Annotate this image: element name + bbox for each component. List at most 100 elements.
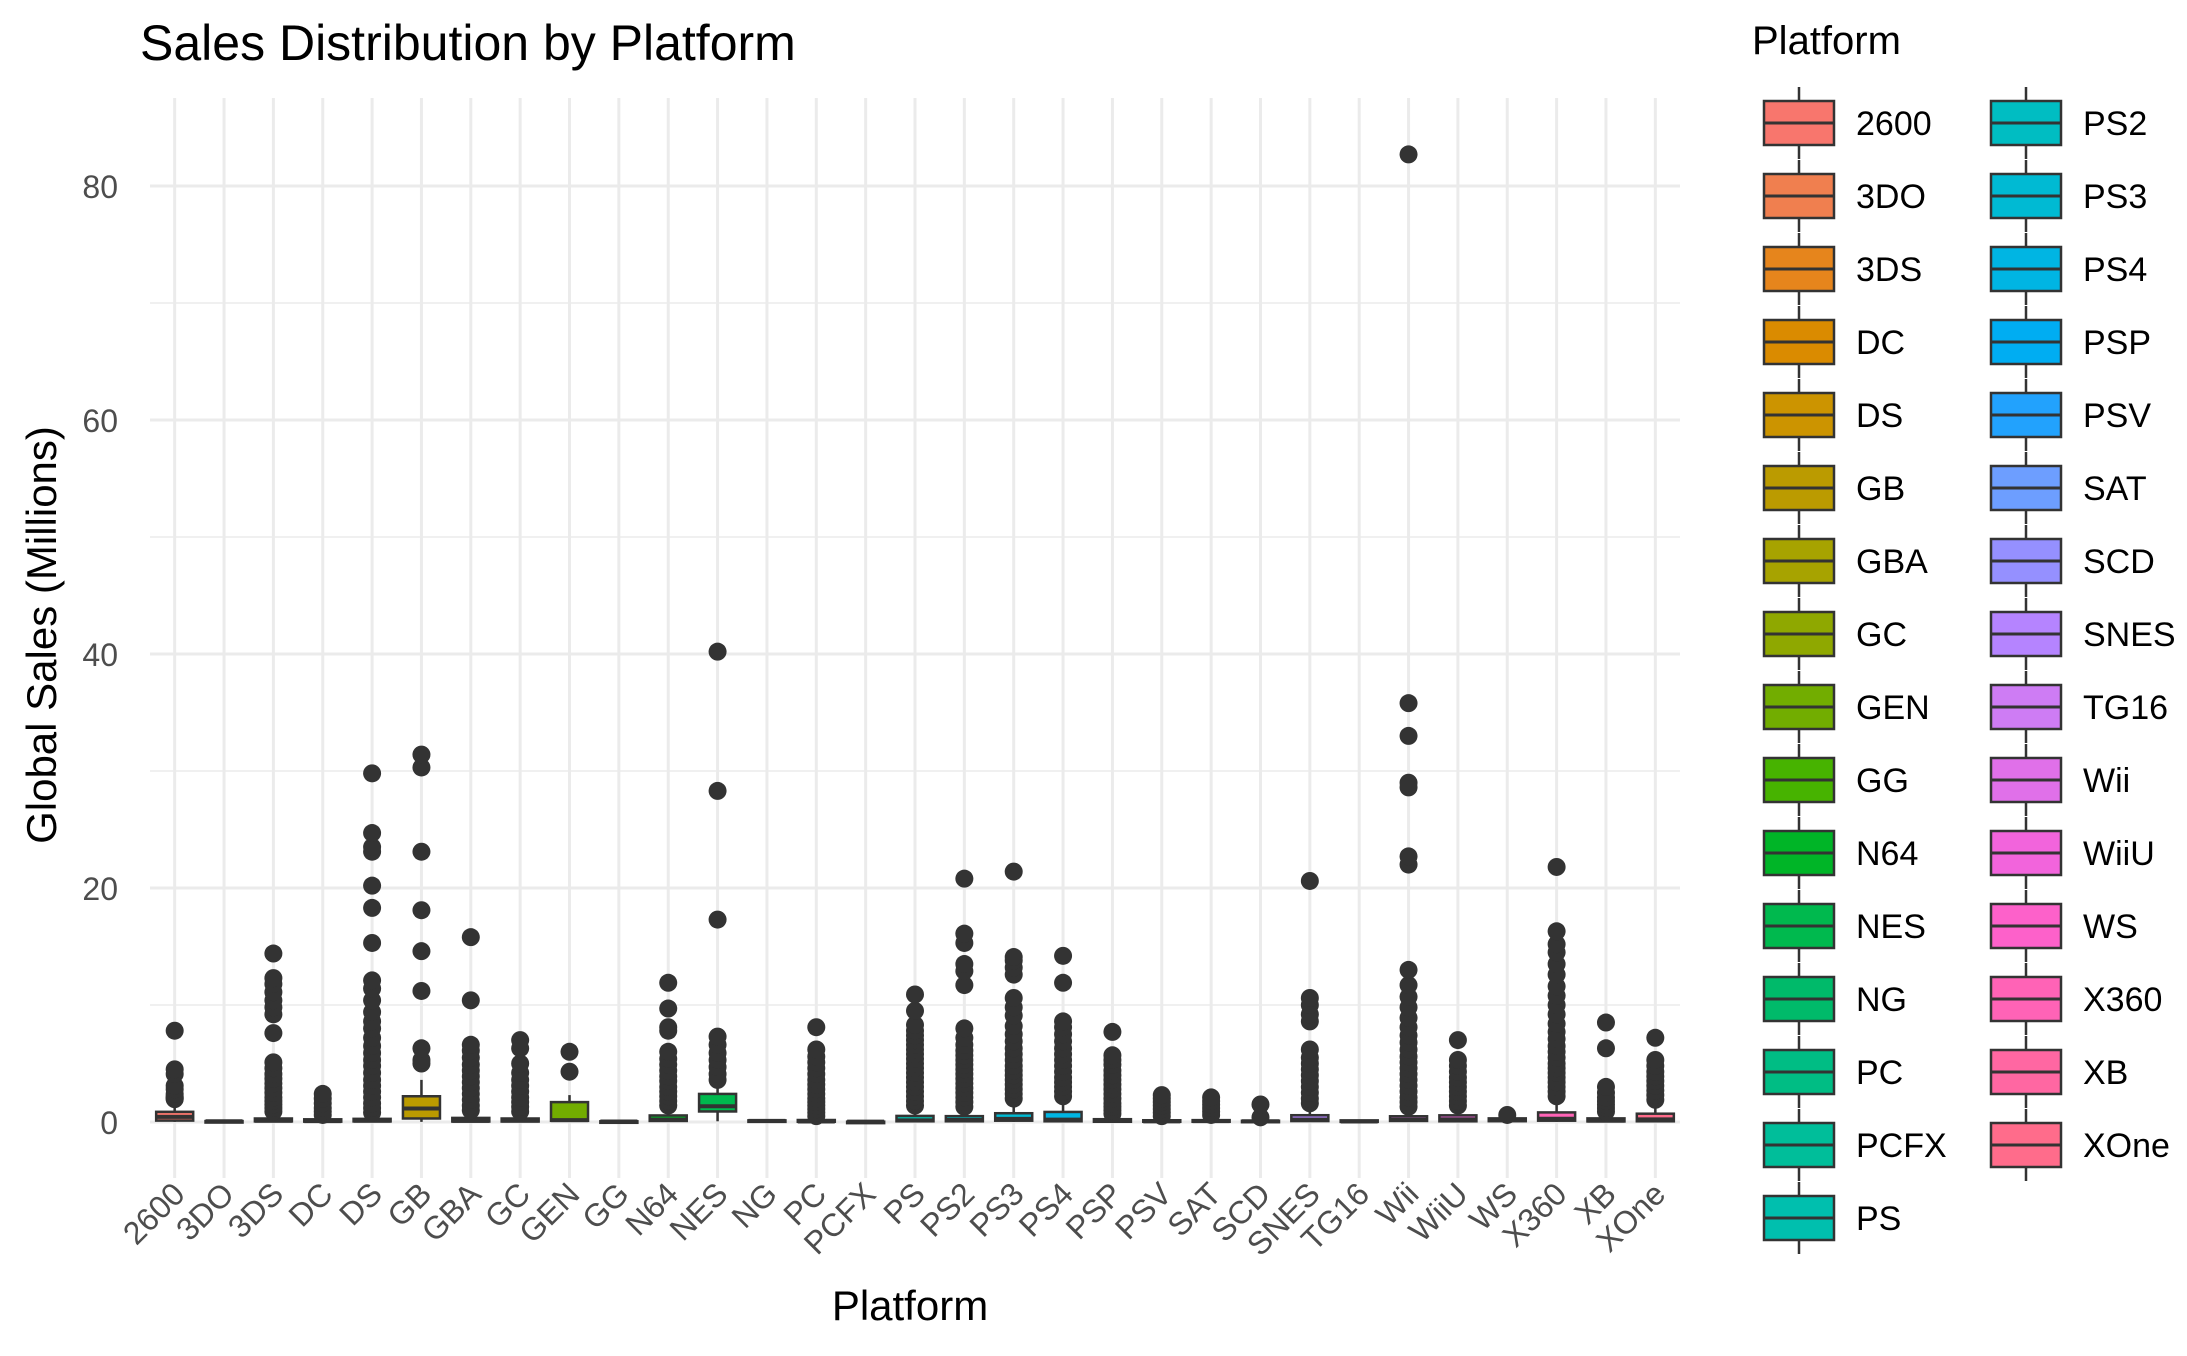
outlier-point [1152,1086,1171,1105]
outlier-point [906,1015,924,1034]
box-PCFX [845,1119,886,1125]
outlier-point [1596,1039,1615,1058]
legend-label: PC [1856,1054,1903,1092]
legend-label: PS3 [2083,178,2147,216]
y-tick-label: 60 [82,403,118,439]
box-PC [796,1018,837,1126]
box-PSV [1142,1086,1182,1126]
outlier-point [659,1018,678,1037]
box-PS2 [944,869,985,1123]
outlier-point [1054,946,1073,965]
legend-item-N64: N64 [1762,817,1918,889]
box-Wii [1388,145,1429,1123]
legend-item-PS4: PS4 [1989,233,2147,305]
legend-label: XOne [2083,1127,2170,1165]
box-GC [500,1031,540,1123]
legend-item-GEN: GEN [1762,671,1930,743]
outlier-point [412,1039,431,1058]
legend-label: PSV [2083,397,2151,435]
chart-title: Sales Distribution by Platform [140,15,796,71]
box-SAT [1191,1088,1231,1124]
box-X360 [1536,857,1577,1122]
box-SCD [1240,1095,1281,1127]
outlier-point [1251,1108,1270,1127]
legend-label: N64 [1856,835,1918,873]
outlier-point [1646,1050,1665,1069]
legend-item-GB: GB [1762,452,1905,524]
outlier-point [412,758,431,777]
legend-item-SNES: SNES [1989,598,2176,670]
legend-item-TG16: TG16 [1989,671,2168,743]
outlier-point [1004,948,1023,967]
legend-item-GBA: GBA [1762,525,1928,597]
box-WiiU [1438,1031,1478,1123]
box-TG16 [1339,1119,1379,1124]
outlier-point [1399,773,1418,792]
outlier-point [511,1031,530,1050]
legend-label: XB [2083,1054,2128,1092]
box-body [697,1092,738,1113]
y-tick-label: 20 [82,871,118,907]
outlier-point [412,901,431,920]
legend-item-3DS: 3DS [1762,233,1922,305]
box-DS [352,764,392,1123]
outlier-point [560,1062,579,1081]
legend-item-GC: GC [1762,598,1907,670]
outlier-point [1399,960,1418,979]
box-2600 [154,1021,195,1122]
outlier-point [1547,922,1566,941]
y-tick-label: 0 [100,1105,118,1141]
box-DC [302,1084,343,1124]
legend-label: PS2 [2083,105,2147,143]
outlier-point [412,981,431,1000]
legend-item-NES: NES [1762,890,1926,962]
y-tick-label: 40 [82,637,118,673]
outlier-point [363,898,382,917]
y-axis-title: Global Sales (Millions) [18,426,65,844]
legend-item-3DO: 3DO [1762,160,1926,232]
legend-item-XB: XB [1989,1036,2128,1108]
box-XOne [1635,1028,1676,1123]
outlier-point [1399,976,1418,995]
box-body [549,1100,590,1123]
outlier-point [708,781,727,800]
outlier-point [313,1084,332,1103]
box-GEN [549,1042,590,1123]
outlier-point [363,876,382,895]
legend-item-GG: GG [1762,744,1909,816]
outlier-point [1448,1031,1467,1050]
box-XB [1586,1013,1626,1123]
box-PSP [1092,1022,1133,1124]
outlier-point [1596,1077,1615,1096]
box-WS [1487,1105,1528,1124]
outlier-point [1596,1013,1615,1032]
outlier-point [1646,1028,1665,1047]
box-PS [895,985,935,1123]
outlier-point [412,842,431,861]
outlier-point [1300,1040,1319,1059]
outlier-point [1251,1095,1270,1114]
box-NES [697,642,738,1122]
box-GG [599,1119,639,1125]
box-SNES [1290,871,1330,1123]
legend-label: 2600 [1856,105,1932,143]
box-PS3 [993,862,1034,1122]
legend-label: DS [1856,397,1903,435]
outlier-point [1448,1050,1467,1069]
outlier-point [1103,1046,1122,1065]
legend-label: PS [1856,1200,1901,1238]
legend-item-DC: DC [1762,306,1905,378]
box-GB [401,745,442,1122]
outlier-point [1103,1022,1122,1041]
outlier-point [264,1053,283,1072]
y-axis: 0 20 40 60 80 [82,169,118,1141]
outlier-point [955,976,974,995]
legend-item-2600: 2600 [1762,87,1932,159]
outlier-point [461,1035,480,1054]
legend-label: DC [1856,324,1905,362]
outlier-point [906,985,924,1004]
legend-item-WiiU: WiiU [1989,817,2155,889]
legend-label: Wii [2083,762,2130,800]
box-PS4 [1043,946,1083,1123]
